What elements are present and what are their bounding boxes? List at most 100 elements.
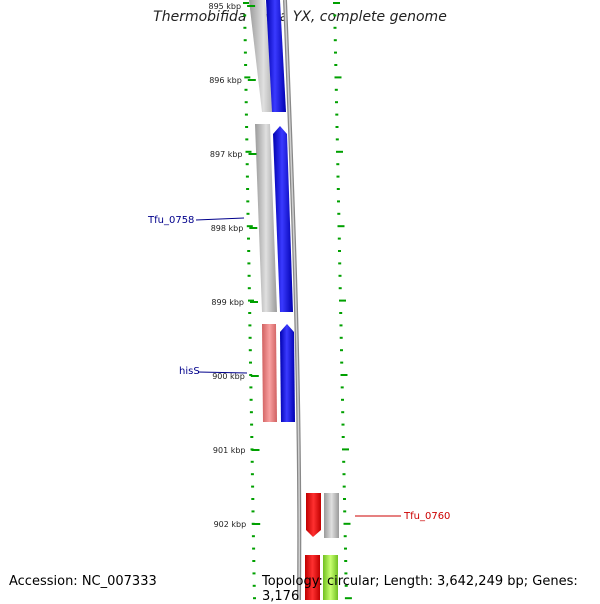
tick-mark [342, 460, 346, 463]
tick-mark [343, 535, 347, 538]
tick-mark [244, 113, 248, 116]
tick-mark [249, 374, 253, 376]
tick-mark [341, 411, 345, 414]
tick-mark [335, 101, 338, 104]
tick-mark [338, 287, 342, 290]
tick-mark [343, 510, 347, 513]
tfu-0758-cds-feature[interactable] [273, 126, 293, 312]
tick-mark [335, 113, 339, 116]
tick-mark [344, 572, 348, 575]
gene-label[interactable]: hisS [179, 366, 200, 377]
tick-mark [246, 212, 250, 215]
backbone [283, 0, 302, 600]
tick-mark [337, 225, 345, 228]
tfu-0760-cds-feature[interactable] [306, 493, 321, 537]
gene-label[interactable]: Tfu_0758 [147, 215, 194, 226]
ruler: 895 kbp 896 kbp 897 kbp 898 kbp 899 kbp 900 k… [208, 2, 261, 529]
ruler-label: 899 kbp [211, 298, 244, 307]
tick-mark [336, 188, 340, 190]
tick-mark [250, 460, 254, 463]
tick-mark [335, 126, 339, 128]
lime-feature[interactable] [323, 555, 338, 600]
tick-mark [244, 76, 251, 79]
map-title: Thermobifida fusca YX, complete genome [153, 9, 447, 25]
tick-mark [333, 26, 337, 29]
tick-mark [249, 386, 253, 389]
tick-mark [344, 560, 348, 562]
ruler-label: 902 kbp [214, 520, 247, 529]
ruler-label: 898 kbp [211, 224, 244, 233]
tick-mark [246, 225, 253, 228]
hiss-cds-feature[interactable] [280, 324, 295, 422]
gray-gene-feature[interactable] [324, 493, 339, 538]
tick-mark [243, 26, 247, 29]
tick-mark [343, 498, 346, 500]
tick-mark [341, 436, 345, 438]
tick-mark [339, 299, 346, 302]
tick-mark [249, 361, 252, 364]
tick-mark [336, 163, 340, 166]
tick-mark [341, 398, 344, 401]
tick-mark [334, 64, 338, 66]
tick-mark [243, 51, 247, 54]
tick-mark [333, 39, 337, 42]
tick-mark [344, 584, 348, 587]
accession-text: Accession: NC_007333 [9, 574, 157, 589]
tick-mark [245, 163, 249, 166]
hissrna-feature[interactable] [262, 324, 277, 422]
tick-mark [337, 200, 340, 203]
gene-label[interactable]: Tfu_0760 [403, 511, 450, 522]
tick-mark [344, 597, 352, 600]
tick-mark [251, 510, 255, 513]
gene-labels: Tfu_0758 hisS Tfu_0760 [147, 215, 450, 522]
tick-mark [338, 250, 341, 252]
tick-mark [251, 498, 255, 500]
gene-label-leader [195, 217, 245, 221]
tick-mark [340, 349, 343, 352]
tick-mark [252, 547, 256, 550]
tick-mark [334, 51, 337, 54]
ruler-tick [249, 227, 258, 229]
ruler-label: 900 kbp [212, 372, 245, 381]
ruler-tick [251, 449, 260, 451]
tick-mark [336, 175, 340, 178]
tick-mark [249, 398, 253, 401]
tick-mark [253, 597, 256, 600]
tick-mark [342, 448, 349, 451]
tick-mark [344, 547, 347, 550]
tick-mark [340, 361, 344, 364]
tick-mark [243, 14, 247, 17]
tfu-0758-gene-feature[interactable] [266, 0, 286, 112]
tick-mark [247, 237, 250, 240]
tick-mark [340, 374, 348, 376]
ruler-label: 895 kbp [208, 2, 241, 11]
ruler-tick [250, 375, 259, 377]
tick-mark [247, 274, 251, 277]
gray-gene-feature[interactable] [255, 124, 277, 312]
tick-mark [250, 423, 254, 426]
tick-mark [245, 126, 249, 128]
ruler-tick [248, 153, 257, 155]
ruler-tick [247, 5, 256, 7]
tick-mark [338, 262, 342, 265]
tick-mark [337, 237, 341, 240]
tick-mark [247, 262, 251, 265]
tick-mark [334, 76, 342, 79]
tick-mark [252, 572, 256, 575]
tick-mark [244, 88, 248, 91]
tick-mark [333, 2, 340, 4]
tick-mark [335, 138, 339, 141]
tick-mark [341, 423, 345, 426]
tick-mark [248, 312, 252, 314]
tick-mark [243, 39, 247, 42]
tick-mark [246, 188, 250, 190]
ruler-label: 901 kbp [213, 446, 246, 455]
tick-mark [251, 485, 255, 488]
tick-mark [243, 2, 249, 4]
tick-mark [252, 584, 256, 587]
red-cds-feature[interactable] [305, 555, 320, 600]
tick-mark [342, 473, 346, 476]
gene-label-leader [197, 371, 248, 374]
tick-mark [245, 175, 249, 178]
